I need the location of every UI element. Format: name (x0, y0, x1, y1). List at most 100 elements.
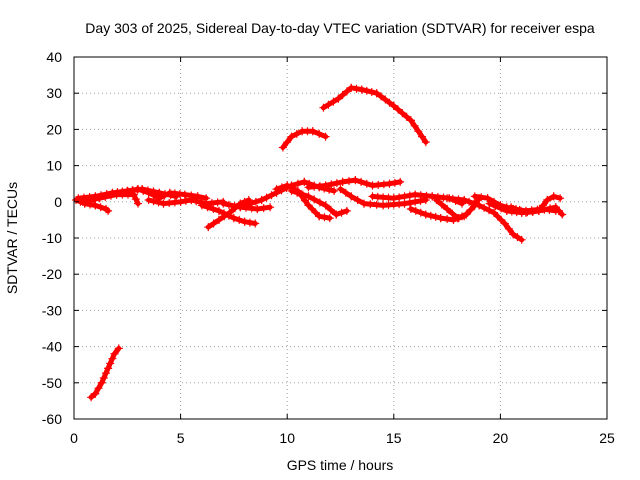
series-sat-r (406, 204, 469, 224)
data-point (483, 194, 492, 203)
data-point (540, 205, 549, 214)
data-point (219, 199, 228, 208)
data-point (324, 100, 333, 109)
data-point (110, 349, 119, 358)
data-point (509, 230, 518, 239)
data-point (292, 129, 301, 138)
data-point (84, 196, 93, 205)
data-point (357, 177, 366, 186)
data-point (224, 211, 233, 220)
data-point (366, 200, 375, 209)
data-point (389, 194, 398, 203)
data-point (108, 354, 117, 363)
data-point (327, 180, 336, 189)
data-point (251, 197, 260, 206)
data-point (104, 364, 113, 373)
data-point (321, 201, 330, 210)
data-point (96, 203, 105, 212)
data-point (497, 215, 506, 224)
data-point (149, 197, 158, 206)
series-sat-n (287, 186, 351, 219)
data-point (214, 206, 224, 215)
data-point (341, 188, 350, 197)
data-point (187, 195, 196, 205)
data-point (357, 85, 366, 94)
data-point (101, 192, 110, 202)
data-point (411, 197, 420, 206)
data-point (421, 138, 430, 147)
data-point (406, 204, 415, 214)
data-point (394, 105, 403, 114)
data-point (344, 176, 354, 186)
data-point (330, 186, 339, 195)
data-point (504, 224, 513, 233)
data-point (300, 177, 309, 186)
data-point (224, 200, 233, 209)
data-point (462, 210, 471, 219)
data-point (396, 177, 405, 186)
data-point (556, 194, 565, 203)
data-point (259, 204, 268, 213)
data-point (283, 138, 292, 147)
data-point (546, 204, 555, 213)
data-point (359, 199, 369, 208)
series-sat-w (485, 199, 567, 219)
data-point (272, 185, 281, 194)
data-point (480, 203, 489, 212)
data-point (160, 191, 169, 200)
data-point (416, 208, 425, 217)
y-tick-label: 0 (54, 194, 62, 210)
series-sat-h (197, 201, 260, 228)
y-tick-label: 20 (46, 121, 62, 137)
data-point (197, 201, 206, 210)
data-point (133, 199, 143, 208)
data-point (410, 121, 419, 130)
data-point (240, 201, 249, 210)
data-point (219, 209, 229, 218)
data-point (484, 206, 494, 215)
data-point (367, 87, 376, 97)
y-tick-label: -40 (42, 339, 62, 355)
data-point (209, 204, 218, 214)
data-point (320, 213, 329, 222)
data-point (293, 188, 302, 197)
data-point (352, 84, 361, 93)
data-point (95, 194, 104, 203)
data-point (245, 218, 254, 227)
data-point (283, 181, 292, 190)
data-point (94, 384, 103, 393)
data-point (277, 183, 286, 192)
data-point (298, 190, 307, 199)
series-sat-o (304, 176, 405, 192)
data-point (389, 101, 398, 110)
data-point (395, 193, 404, 202)
data-point (308, 204, 317, 214)
x-tick-label: 25 (599, 430, 615, 446)
data-point (385, 179, 394, 188)
y-tick-label: 30 (46, 85, 62, 101)
data-point (470, 199, 479, 208)
data-point (460, 195, 469, 205)
plot-frame (73, 56, 608, 420)
data-point (457, 212, 467, 221)
data-point (180, 190, 189, 199)
y-tick-label: 10 (46, 158, 62, 174)
data-point (405, 198, 414, 207)
data-point (209, 219, 218, 228)
data-point (385, 98, 394, 107)
series-sat-i (219, 199, 275, 214)
y-tick-label: -50 (42, 375, 62, 391)
data-point (400, 192, 409, 201)
data-point (517, 235, 526, 244)
data-point (118, 188, 128, 197)
data-point (437, 200, 446, 209)
data-point (453, 214, 462, 223)
data-point (240, 217, 249, 226)
data-point (372, 200, 381, 209)
data-point (229, 214, 238, 223)
data-point (417, 132, 427, 141)
data-point (106, 191, 116, 200)
data-point (337, 208, 346, 217)
data-point (321, 132, 330, 141)
data-point (315, 129, 324, 138)
